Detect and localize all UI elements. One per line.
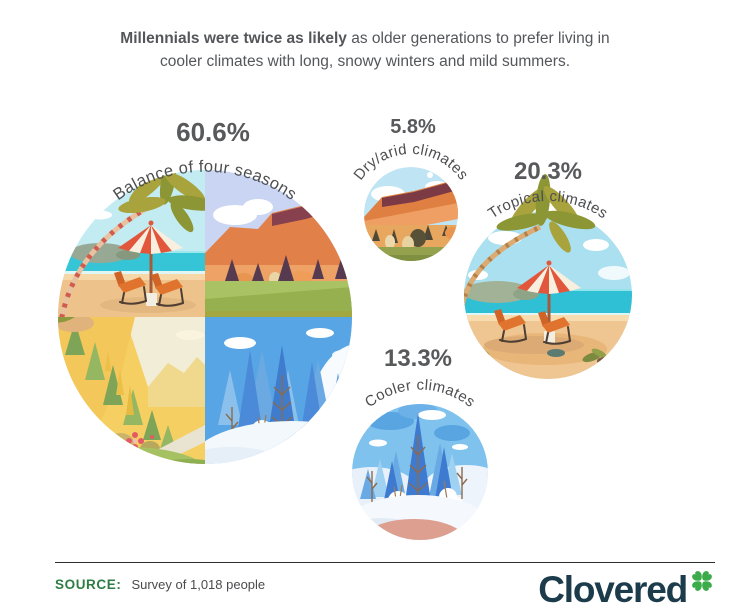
percent-tropical: 20.3%	[514, 158, 582, 185]
tropical-loungers	[494, 309, 571, 345]
source-text: Survey of 1,018 people	[131, 577, 266, 592]
bubble-chart: 60.6% Balance of four seasons	[58, 116, 632, 540]
source-row: SOURCE: Survey of 1,018 people	[55, 577, 265, 592]
quadrant-summer-beach	[58, 170, 205, 317]
palm-tree	[58, 170, 205, 317]
tropical-palm-trunk	[464, 224, 542, 308]
source-label: SOURCE:	[55, 577, 122, 592]
tropical-palm-fronds	[496, 174, 596, 253]
percent-four-seasons: 60.6%	[176, 117, 250, 147]
beach-loungers	[114, 271, 184, 307]
chart-title-line2: cooler climates with long, snowy winters…	[159, 53, 571, 70]
bubble-cooler: 13.3% Cooler climates	[352, 345, 488, 540]
bubble-tropical: 20.3% Tropical climates	[464, 158, 632, 379]
footer-divider	[55, 562, 715, 563]
clover-icon	[692, 571, 712, 591]
tropical-umbrella	[517, 260, 581, 344]
percent-dry-arid: 5.8%	[390, 116, 436, 138]
snow-path	[236, 453, 352, 464]
brand-wordmark: Clovered	[538, 569, 688, 610]
beach-umbrella	[118, 220, 183, 306]
chart-title-line1: Millennials were twice as likely as olde…	[0, 27, 730, 50]
chart-title-bold: Millennials were twice as likely	[120, 30, 347, 47]
cooler-path	[362, 519, 466, 540]
chart-title-rest: as older generations to prefer living in	[346, 30, 610, 47]
bubble-dry-arid: 5.8% Dry/arid climates	[350, 116, 471, 261]
percent-cooler: 13.3%	[384, 345, 452, 372]
brand-logo: Clovered	[538, 571, 715, 609]
chart-title: Millennials were twice as likely as olde…	[0, 27, 730, 73]
